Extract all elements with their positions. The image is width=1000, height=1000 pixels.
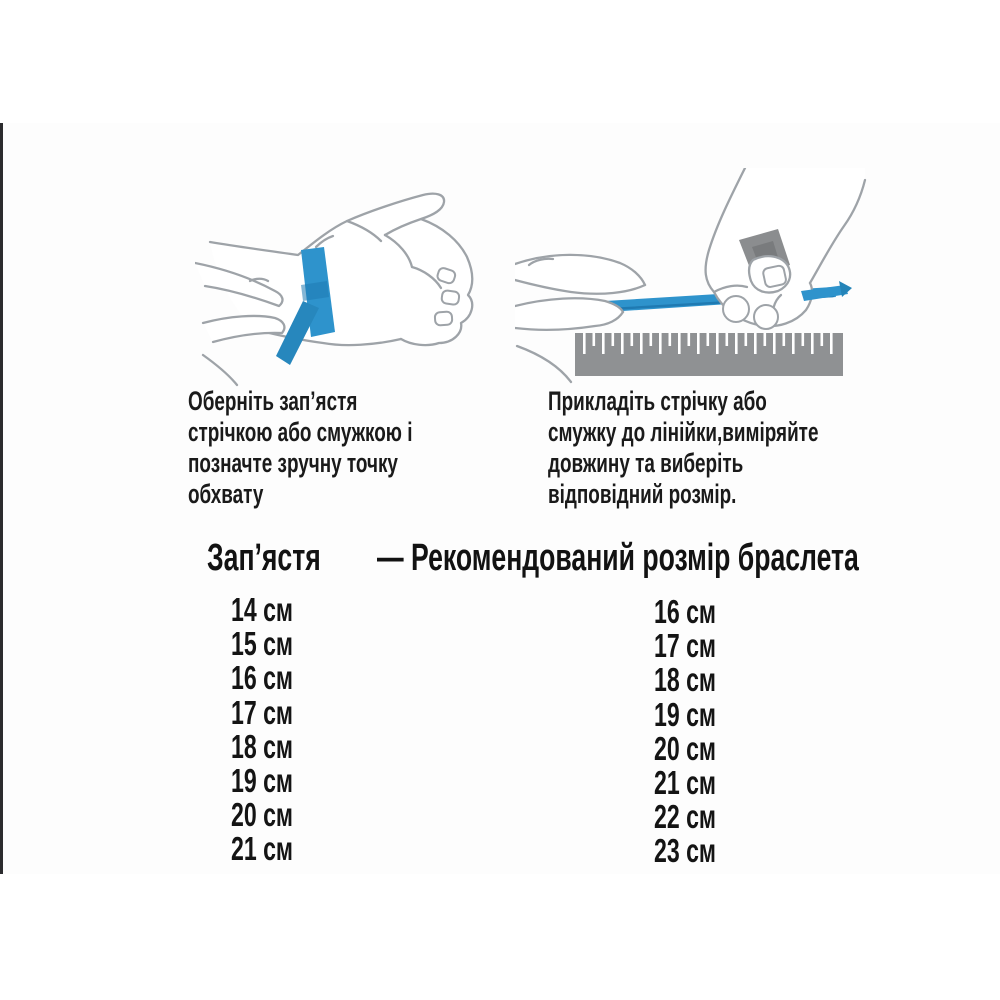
ruler-measure-illustration [515,168,867,384]
bracelet-size-item: 19 см [653,695,717,733]
instruction-line: довжину та виберіть [548,448,744,478]
wrist-size-item: 14 см [230,591,294,628]
bracelet-size-item: 17 см [653,627,717,665]
bracelet-column-header: Рекомендований розмір браслета [411,537,859,579]
bracelet-size-item: 23 см [653,832,717,870]
photo-area [0,123,1000,874]
bracelet-size-item: 21 см [653,764,717,802]
instruction-line: Прикладіть стрічку або [548,386,767,416]
instruction-right: Прикладіть стрічку або смужку до лінійки… [548,386,818,510]
ribbon-tail [276,301,319,365]
bracelet-sizes-column: 16 см 17 см 18 см 19 см 20 см 21 см 22 с… [615,593,755,870]
wrist-size-item: 16 см [230,659,294,697]
wrist-size-item: 21 см [230,830,294,868]
wrist-ribbon-illustration [195,192,474,387]
wrist-size-item: 20 см [230,796,294,834]
bracelet-size-item: 22 см [653,798,717,836]
ruler [575,333,843,376]
bracelet-size-item: 20 см [653,729,717,767]
bracelet-size-item: 16 см [653,593,717,630]
wrist-sizes-column: 14 см 15 см 16 см 17 см 18 см 19 см 20 с… [192,591,332,868]
photo-edge-line [0,123,3,874]
instruction-line: смужку до лінійки,виміряйте [548,417,819,447]
instruction-line: Оберніть зап’ястя [188,386,358,416]
instruction-line: позначте зручну точку [188,448,398,478]
instruction-line: обхвату [188,479,264,509]
wrist-size-item: 19 см [230,762,294,800]
wrist-column-header: Зап’ястя [207,537,321,579]
wrist-size-item: 18 см [230,727,294,765]
header-separator-dash: — [377,537,404,579]
instruction-line: відповідний розмір. [548,479,737,509]
wrist-size-item: 17 см [230,693,294,731]
bracelet-size-item: 18 см [653,661,717,699]
wrist-size-item: 15 см [230,625,294,663]
instruction-left: Оберніть зап’ястя стрічкою або смужкою і… [188,386,412,510]
instruction-line: стрічкою або смужкою і [188,417,413,447]
